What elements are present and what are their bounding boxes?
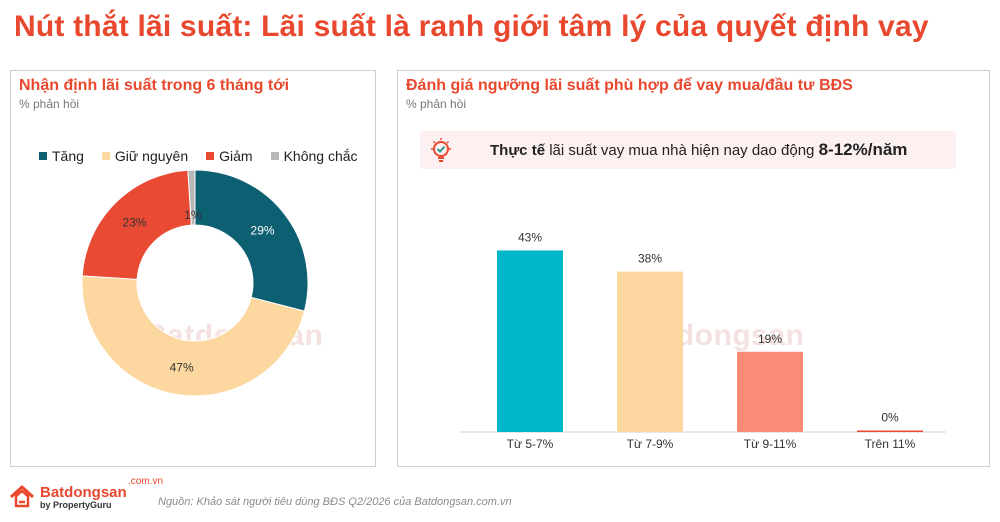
legend-swatch xyxy=(206,152,215,160)
legend-swatch xyxy=(270,152,279,160)
donut-chart-subtitle: % phản hồi xyxy=(19,97,80,111)
legend-label: Tăng xyxy=(52,148,84,164)
lightbulb-check-icon xyxy=(431,138,451,162)
legend-label: Không chắc xyxy=(283,148,358,164)
page-headline: Nút thắt lãi suất: Lãi suất là ranh giới… xyxy=(14,10,929,43)
callout-text: Thực tế lãi suất vay mua nhà hiện nay da… xyxy=(490,140,907,160)
house-logo-icon xyxy=(9,485,35,508)
legend-item-giam: Giảm xyxy=(206,148,253,164)
bar-chart: 43% Từ 5-7% 38% Từ 7-9% 19% Từ 9-11% 0% Trên 11… xyxy=(460,230,946,451)
bar xyxy=(737,351,803,432)
interest-outlook-panel: Nhận định lãi suất trong 6 tháng tới % p… xyxy=(10,70,376,467)
bar-data-label: 43% xyxy=(518,230,542,244)
donut-data-label: 29% xyxy=(251,224,275,238)
bar-chart-subtitle: % phản hồi xyxy=(406,97,467,111)
legend-item-tang: Tăng xyxy=(39,148,84,164)
fact-callout: Thực tế lãi suất vay mua nhà hiện nay da… xyxy=(420,131,956,169)
donut-data-label: 1% xyxy=(184,208,202,222)
bar xyxy=(857,430,923,432)
rate-threshold-panel: Đánh giá ngưỡng lãi suất phù hợp để vay … xyxy=(397,70,990,467)
legend-item-khong-chac: Không chắc xyxy=(270,148,358,164)
donut-slice xyxy=(81,275,306,397)
logo-tld: .com.vn xyxy=(128,475,164,487)
callout-body: lãi suất vay mua nhà hiện nay dao động xyxy=(545,142,819,159)
source-note: Nguồn: Khảo sát người tiêu dùng BĐS Q2/2… xyxy=(158,496,512,508)
bar-data-label: 38% xyxy=(638,252,662,266)
logo-wordmark: .com.vn Batdongsan by PropertyGuru xyxy=(40,476,163,510)
donut-data-label: 23% xyxy=(123,216,147,230)
bar-data-label: 0% xyxy=(881,411,899,425)
donut-chart-title: Nhận định lãi suất trong 6 tháng tới xyxy=(19,77,290,94)
donut-legend: Tăng Giữ nguyên Giảm Không chắc xyxy=(39,148,358,164)
logo-name: Batdongsan xyxy=(40,483,127,501)
callout-highlight: 8-12%/năm xyxy=(818,140,908,159)
x-tick-label: Trên 11% xyxy=(865,437,916,451)
callout-bold: Thực tế xyxy=(490,142,546,159)
x-tick-label: Từ 9-11% xyxy=(744,437,797,451)
x-tick-label: Từ 7-9% xyxy=(627,437,674,451)
bar-chart-title: Đánh giá ngưỡng lãi suất phù hợp để vay … xyxy=(406,77,853,94)
logo-by: by PropertyGuru xyxy=(40,499,112,510)
donut-chart: 29% 47% 23% 1% xyxy=(81,169,309,397)
bar xyxy=(497,250,563,432)
donut-slice xyxy=(194,169,309,312)
donut-slice xyxy=(81,169,192,280)
legend-swatch xyxy=(39,152,47,160)
bar-data-label: 19% xyxy=(758,332,782,346)
legend-swatch xyxy=(101,152,110,160)
legend-item-giu-nguyen: Giữ nguyên xyxy=(101,148,189,164)
donut-slice xyxy=(187,169,196,226)
legend-label: Giữ nguyên xyxy=(114,148,189,164)
donut-data-label: 47% xyxy=(170,360,194,374)
legend-label: Giảm xyxy=(219,148,253,164)
x-tick-label: Từ 5-7% xyxy=(507,437,554,451)
bar xyxy=(617,271,683,432)
brand-logo: .com.vn Batdongsan by PropertyGuru xyxy=(8,476,163,510)
